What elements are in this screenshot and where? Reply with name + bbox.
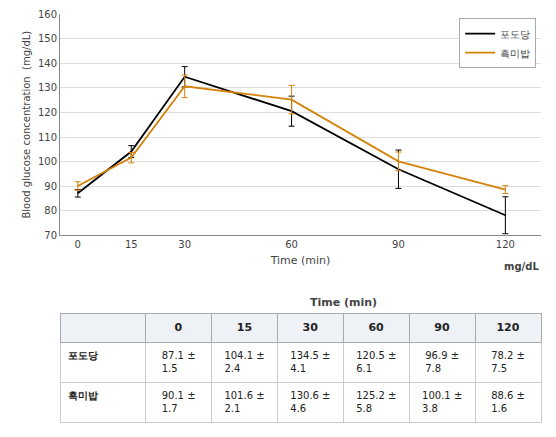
svg-text:80: 80 [44,205,57,216]
svg-text:흑미밥: 흑미밥 [68,390,98,401]
svg-text:Time (min): Time (min) [270,254,331,267]
svg-text:15: 15 [237,321,252,334]
svg-text:96.9 ±7.8: 96.9 ±7.8 [425,350,459,374]
svg-text:90.1 ±1.7: 90.1 ±1.7 [162,390,196,414]
svg-text:110: 110 [38,132,57,143]
svg-text:140: 140 [38,58,57,69]
svg-text:0: 0 [175,321,183,334]
svg-text:mg/dL: mg/dL [504,261,539,272]
svg-text:포도당: 포도당 [68,350,98,361]
svg-text:120: 120 [496,321,519,334]
svg-text:Blood glucose concentration (: Blood glucose concentration (mg/dL) [21,31,32,219]
svg-text:120: 120 [38,107,57,118]
svg-text:120.5 ±6.1: 120.5 ±6.1 [356,350,396,374]
svg-text:60: 60 [285,239,298,250]
svg-text:30: 30 [178,239,191,250]
svg-text:104.1 ±2.4: 104.1 ±2.4 [224,350,264,374]
svg-text:0: 0 [75,239,81,250]
svg-text:78.2 ±7.5: 78.2 ±7.5 [491,350,525,374]
svg-text:15: 15 [125,239,138,250]
svg-text:흑미밥: 흑미밥 [500,48,530,59]
svg-text:70: 70 [44,230,57,241]
svg-text:130.6 ±4.6: 130.6 ±4.6 [290,390,330,414]
svg-text:60: 60 [368,321,384,334]
svg-text:88.6 ±1.6: 88.6 ±1.6 [491,390,525,414]
svg-text:90: 90 [434,321,450,334]
svg-text:150: 150 [38,33,57,44]
svg-text:Time (min): Time (min) [310,296,377,309]
svg-text:100.1 ±3.8: 100.1 ±3.8 [422,390,462,414]
svg-text:87.1 ±1.5: 87.1 ±1.5 [162,350,196,374]
svg-text:30: 30 [303,321,319,334]
svg-text:160: 160 [38,9,57,20]
svg-text:100: 100 [38,156,57,167]
svg-text:125.2 ±5.8: 125.2 ±5.8 [356,390,396,414]
svg-text:90: 90 [392,239,405,250]
svg-text:포도당: 포도당 [500,29,530,40]
svg-text:101.6 ±2.1: 101.6 ±2.1 [224,390,264,414]
svg-text:120: 120 [496,239,515,250]
svg-text:90: 90 [44,181,57,192]
svg-text:134.5 ±4.1: 134.5 ±4.1 [290,350,330,374]
svg-text:130: 130 [38,82,57,93]
